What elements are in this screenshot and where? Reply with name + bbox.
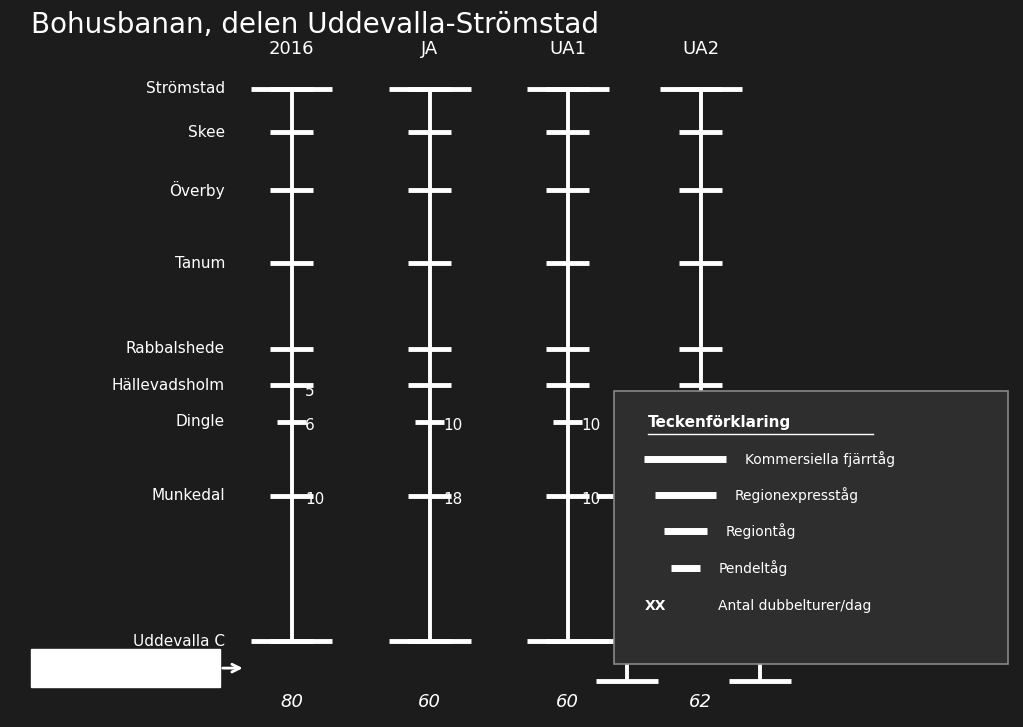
Text: 62: 62 — [690, 693, 712, 711]
Text: Regionexpresståg: Regionexpresståg — [735, 487, 858, 503]
Text: 10: 10 — [581, 492, 601, 507]
Text: Uddevalla C: Uddevalla C — [133, 634, 225, 648]
Text: Överby: Överby — [170, 182, 225, 199]
Text: Teckenförklaring: Teckenförklaring — [648, 415, 791, 430]
Text: Hällevadsholm: Hällevadsholm — [112, 378, 225, 393]
Text: 5: 5 — [305, 384, 314, 398]
Text: 8: 8 — [640, 492, 650, 507]
Text: 80: 80 — [280, 693, 303, 711]
Text: Rabbalshede: Rabbalshede — [126, 342, 225, 356]
Text: 60: 60 — [418, 693, 441, 711]
Text: Pendeltåg: Pendeltåg — [718, 560, 788, 576]
Text: 10: 10 — [714, 492, 733, 507]
Text: 2016: 2016 — [269, 40, 314, 58]
Text: UA2: UA2 — [682, 40, 719, 58]
Text: Dingle: Dingle — [176, 414, 225, 429]
Text: 10: 10 — [443, 418, 462, 433]
Text: 10: 10 — [305, 492, 324, 507]
Text: UA1: UA1 — [549, 40, 586, 58]
Text: Antal dubbelturer/dag: Antal dubbelturer/dag — [718, 598, 872, 613]
Text: 8: 8 — [773, 492, 783, 507]
Text: Skee: Skee — [188, 125, 225, 140]
Bar — [31, 649, 220, 687]
Text: Strömstad: Strömstad — [146, 81, 225, 96]
Text: Regiontåg: Regiontåg — [725, 523, 796, 539]
Text: Bohusbanan, delen Uddevalla-Strömstad: Bohusbanan, delen Uddevalla-Strömstad — [31, 11, 598, 39]
Text: JA: JA — [421, 40, 438, 58]
Text: Kommersiella fjärrtåg: Kommersiella fjärrtåg — [745, 451, 895, 467]
FancyBboxPatch shape — [614, 391, 1008, 664]
Text: XX: XX — [644, 598, 666, 613]
Text: Tanum: Tanum — [175, 256, 225, 270]
Text: 10: 10 — [714, 418, 733, 433]
Text: 10: 10 — [581, 418, 601, 433]
Text: 60: 60 — [557, 693, 579, 711]
Text: Munkedal: Munkedal — [151, 489, 225, 503]
Text: 6: 6 — [305, 418, 315, 433]
Text: 18: 18 — [443, 492, 462, 507]
